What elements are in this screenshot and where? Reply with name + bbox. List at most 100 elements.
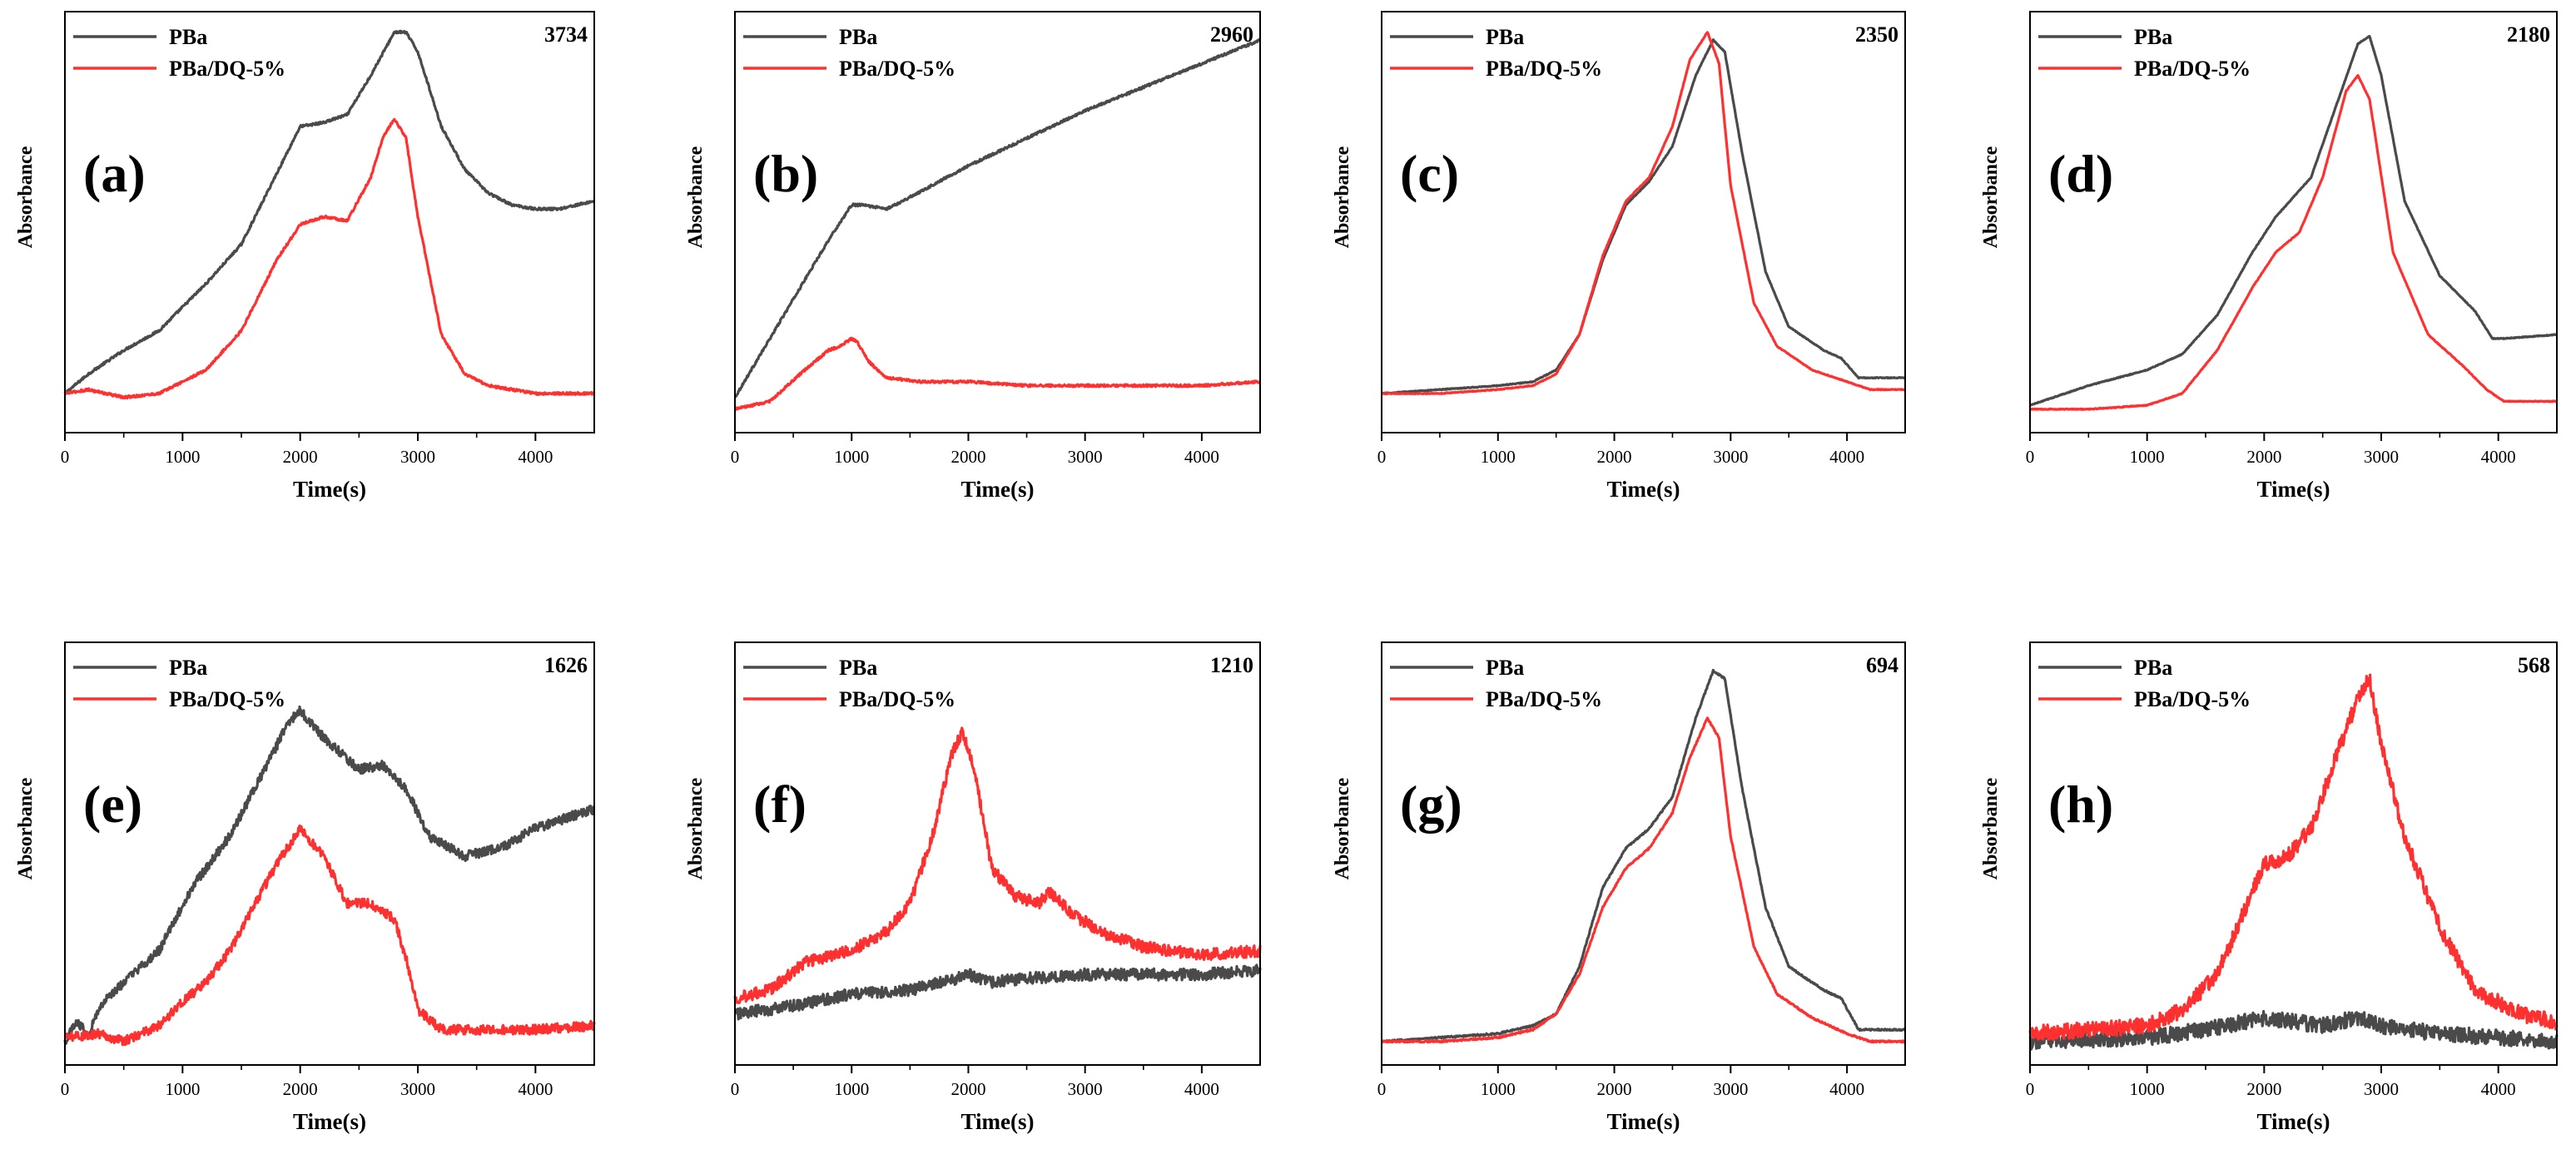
x-axis-label: Time(s): [1607, 1109, 1680, 1134]
y-axis-label: Absorbance: [685, 146, 707, 248]
x-axis-label: Time(s): [293, 1109, 366, 1134]
legend-label: PBa: [2134, 656, 2172, 680]
x-tick-label: 1000: [2130, 1079, 2165, 1099]
x-tick-label: 0: [2026, 447, 2035, 467]
legend-label: PBa/DQ-5%: [169, 687, 285, 711]
legend-label: PBa/DQ-5%: [839, 57, 955, 81]
panel-label: (h): [2048, 775, 2113, 834]
legend-label: PBa: [2134, 25, 2172, 49]
x-tick-label: 3000: [400, 447, 435, 467]
x-axis-label: Time(s): [961, 1109, 1035, 1134]
series-line: [733, 963, 1262, 1021]
x-tick-label: 4000: [518, 447, 553, 467]
wavenumber-label: 2350: [1855, 22, 1898, 47]
legend-label: PBa/DQ-5%: [169, 57, 285, 81]
plot-frame: [734, 641, 1261, 1066]
wavenumber-label: 3734: [544, 22, 588, 47]
x-tick-label: 1000: [2130, 447, 2165, 467]
series-line: [1381, 716, 1907, 1044]
plot-frame: [2029, 641, 2558, 1066]
legend-label: PBa: [839, 25, 877, 49]
x-tick-label: 2000: [950, 1079, 985, 1099]
series-line: [2029, 35, 2558, 407]
y-axis-label: Absorbance: [1980, 146, 2002, 248]
series-line: [1381, 38, 1906, 395]
chart-panel: 0 1000 2000 3000 4000 Time(s) Absorbance (b) 296…: [685, 11, 1262, 502]
x-tick-label: 1000: [1481, 1079, 1516, 1099]
x-tick-label: 3000: [2364, 1079, 2399, 1099]
y-axis-label: Absorbance: [15, 146, 37, 248]
wavenumber-label: 2960: [1210, 22, 1253, 47]
x-tick-label: 3000: [1068, 1079, 1103, 1099]
x-tick-label: 2000: [283, 447, 318, 467]
x-tick-label: 0: [731, 447, 740, 467]
y-axis-label: Absorbance: [1332, 146, 1353, 248]
wavenumber-label: 1210: [1210, 653, 1253, 677]
y-axis-label: Absorbance: [1332, 777, 1353, 879]
chart-panel: 0 1000 2000 3000 4000 Time(s) Absorbance (f) 121…: [685, 641, 1262, 1134]
plot-frame: [734, 11, 1261, 433]
x-tick-label: 0: [61, 447, 70, 467]
panel-label: (b): [753, 144, 818, 203]
legend-label: PBa: [169, 25, 207, 49]
wavenumber-label: 2180: [2507, 22, 2550, 47]
plot-frame: [64, 641, 595, 1066]
x-axis-label: Time(s): [2257, 1109, 2330, 1134]
legend-label: PBa: [839, 656, 877, 680]
series-line: [733, 37, 1262, 399]
wavenumber-label: 568: [2518, 653, 2550, 677]
chart-panel: 0 1000 2000 3000 4000 Time(s) Absorbance (h) 568…: [1980, 641, 2559, 1134]
panel-label: (d): [2048, 144, 2113, 203]
legend-label: PBa/DQ-5%: [839, 687, 955, 711]
x-tick-label: 1000: [834, 1079, 869, 1099]
x-tick-label: 4000: [2481, 447, 2516, 467]
legend-label: PBa/DQ-5%: [1486, 687, 1602, 711]
chart-panel: 0 1000 2000 3000 4000 Time(s) Absorbance (e) 162…: [15, 641, 596, 1134]
series-line: [1380, 668, 1906, 1043]
series-line: [2028, 673, 2559, 1042]
legend-label: PBa/DQ-5%: [2134, 57, 2251, 81]
x-tick-label: 1000: [834, 447, 869, 467]
chart-panel: 0 1000 2000 3000 4000 Time(s) Absorbance (d) 218…: [1980, 11, 2558, 502]
x-tick-label: 1000: [1481, 447, 1516, 467]
x-tick-label: 3000: [2364, 447, 2399, 467]
chart-panel: 0 1000 2000 3000 4000 Time(s) Absorbance (g) 694…: [1332, 641, 1907, 1134]
x-tick-label: 3000: [1713, 447, 1748, 467]
x-tick-label: 2000: [283, 1079, 318, 1099]
x-tick-label: 4000: [518, 1079, 553, 1099]
x-tick-label: 4000: [2481, 1079, 2516, 1099]
x-tick-label: 2000: [2246, 1079, 2281, 1099]
x-tick-label: 4000: [1184, 447, 1219, 467]
x-tick-label: 2000: [950, 447, 985, 467]
x-tick-label: 2000: [2246, 447, 2281, 467]
series-line: [733, 336, 1261, 412]
x-tick-label: 0: [1377, 447, 1387, 467]
x-tick-label: 2000: [1597, 447, 1632, 467]
chart-panel: 0 1000 2000 3000 4000 Time(s) Absorbance (c) 235…: [1332, 11, 1906, 502]
panel-label: (a): [83, 144, 146, 203]
panel-label: (g): [1400, 775, 1462, 834]
x-tick-label: 1000: [165, 1079, 200, 1099]
series-line: [63, 705, 596, 1046]
x-tick-label: 4000: [1184, 1079, 1219, 1099]
x-tick-label: 3000: [400, 1079, 435, 1099]
legend-label: PBa/DQ-5%: [2134, 687, 2251, 711]
legend-label: PBa: [1486, 656, 1524, 680]
y-axis-label: Absorbance: [15, 777, 37, 879]
panel-label: (e): [83, 775, 142, 834]
plot-frame: [1381, 641, 1906, 1066]
wavenumber-label: 694: [1866, 653, 1898, 677]
series-line: [63, 824, 596, 1047]
series-line: [64, 117, 596, 400]
x-tick-label: 0: [61, 1079, 70, 1099]
x-axis-label: Time(s): [961, 477, 1035, 502]
panel-label: (f): [753, 775, 807, 834]
legend-label: PBa/DQ-5%: [1486, 57, 1602, 81]
x-axis-label: Time(s): [293, 477, 366, 502]
legend-label: PBa: [169, 656, 207, 680]
series-line: [733, 726, 1262, 1004]
series-line: [1381, 31, 1906, 395]
plot-frame: [1381, 11, 1906, 433]
x-axis-label: Time(s): [2257, 477, 2330, 502]
